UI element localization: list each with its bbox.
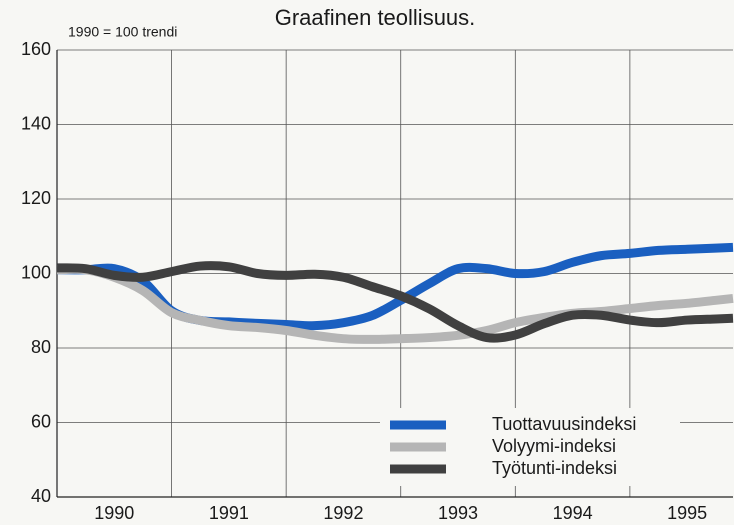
legend-label: Volyymi-indeksi <box>492 436 616 456</box>
y-tick-label: 40 <box>31 486 51 506</box>
x-tick-label: 1995 <box>667 503 707 523</box>
legend-label: Tuottavuusindeksi <box>492 414 636 434</box>
chart-title: Graafinen teollisuus. <box>275 5 476 30</box>
x-tick-label: 1992 <box>323 503 363 523</box>
y-tick-label: 100 <box>21 262 51 282</box>
y-tick-label: 120 <box>21 188 51 208</box>
y-tick-label: 160 <box>21 39 51 59</box>
x-tick-label: 1993 <box>438 503 478 523</box>
data-line <box>56 261 734 343</box>
y-tick-label: 140 <box>21 113 51 133</box>
x-tick-label: 1994 <box>553 503 593 523</box>
y-tick-label: 80 <box>31 337 51 357</box>
y-tick-label: 60 <box>31 411 51 431</box>
x-tick-label: 1990 <box>94 503 134 523</box>
legend-label: Työtunti-indeksi <box>492 458 617 478</box>
x-tick-label: 1991 <box>209 503 249 523</box>
data-line <box>56 264 734 344</box>
subtitle: 1990 = 100 trendi <box>68 24 177 40</box>
